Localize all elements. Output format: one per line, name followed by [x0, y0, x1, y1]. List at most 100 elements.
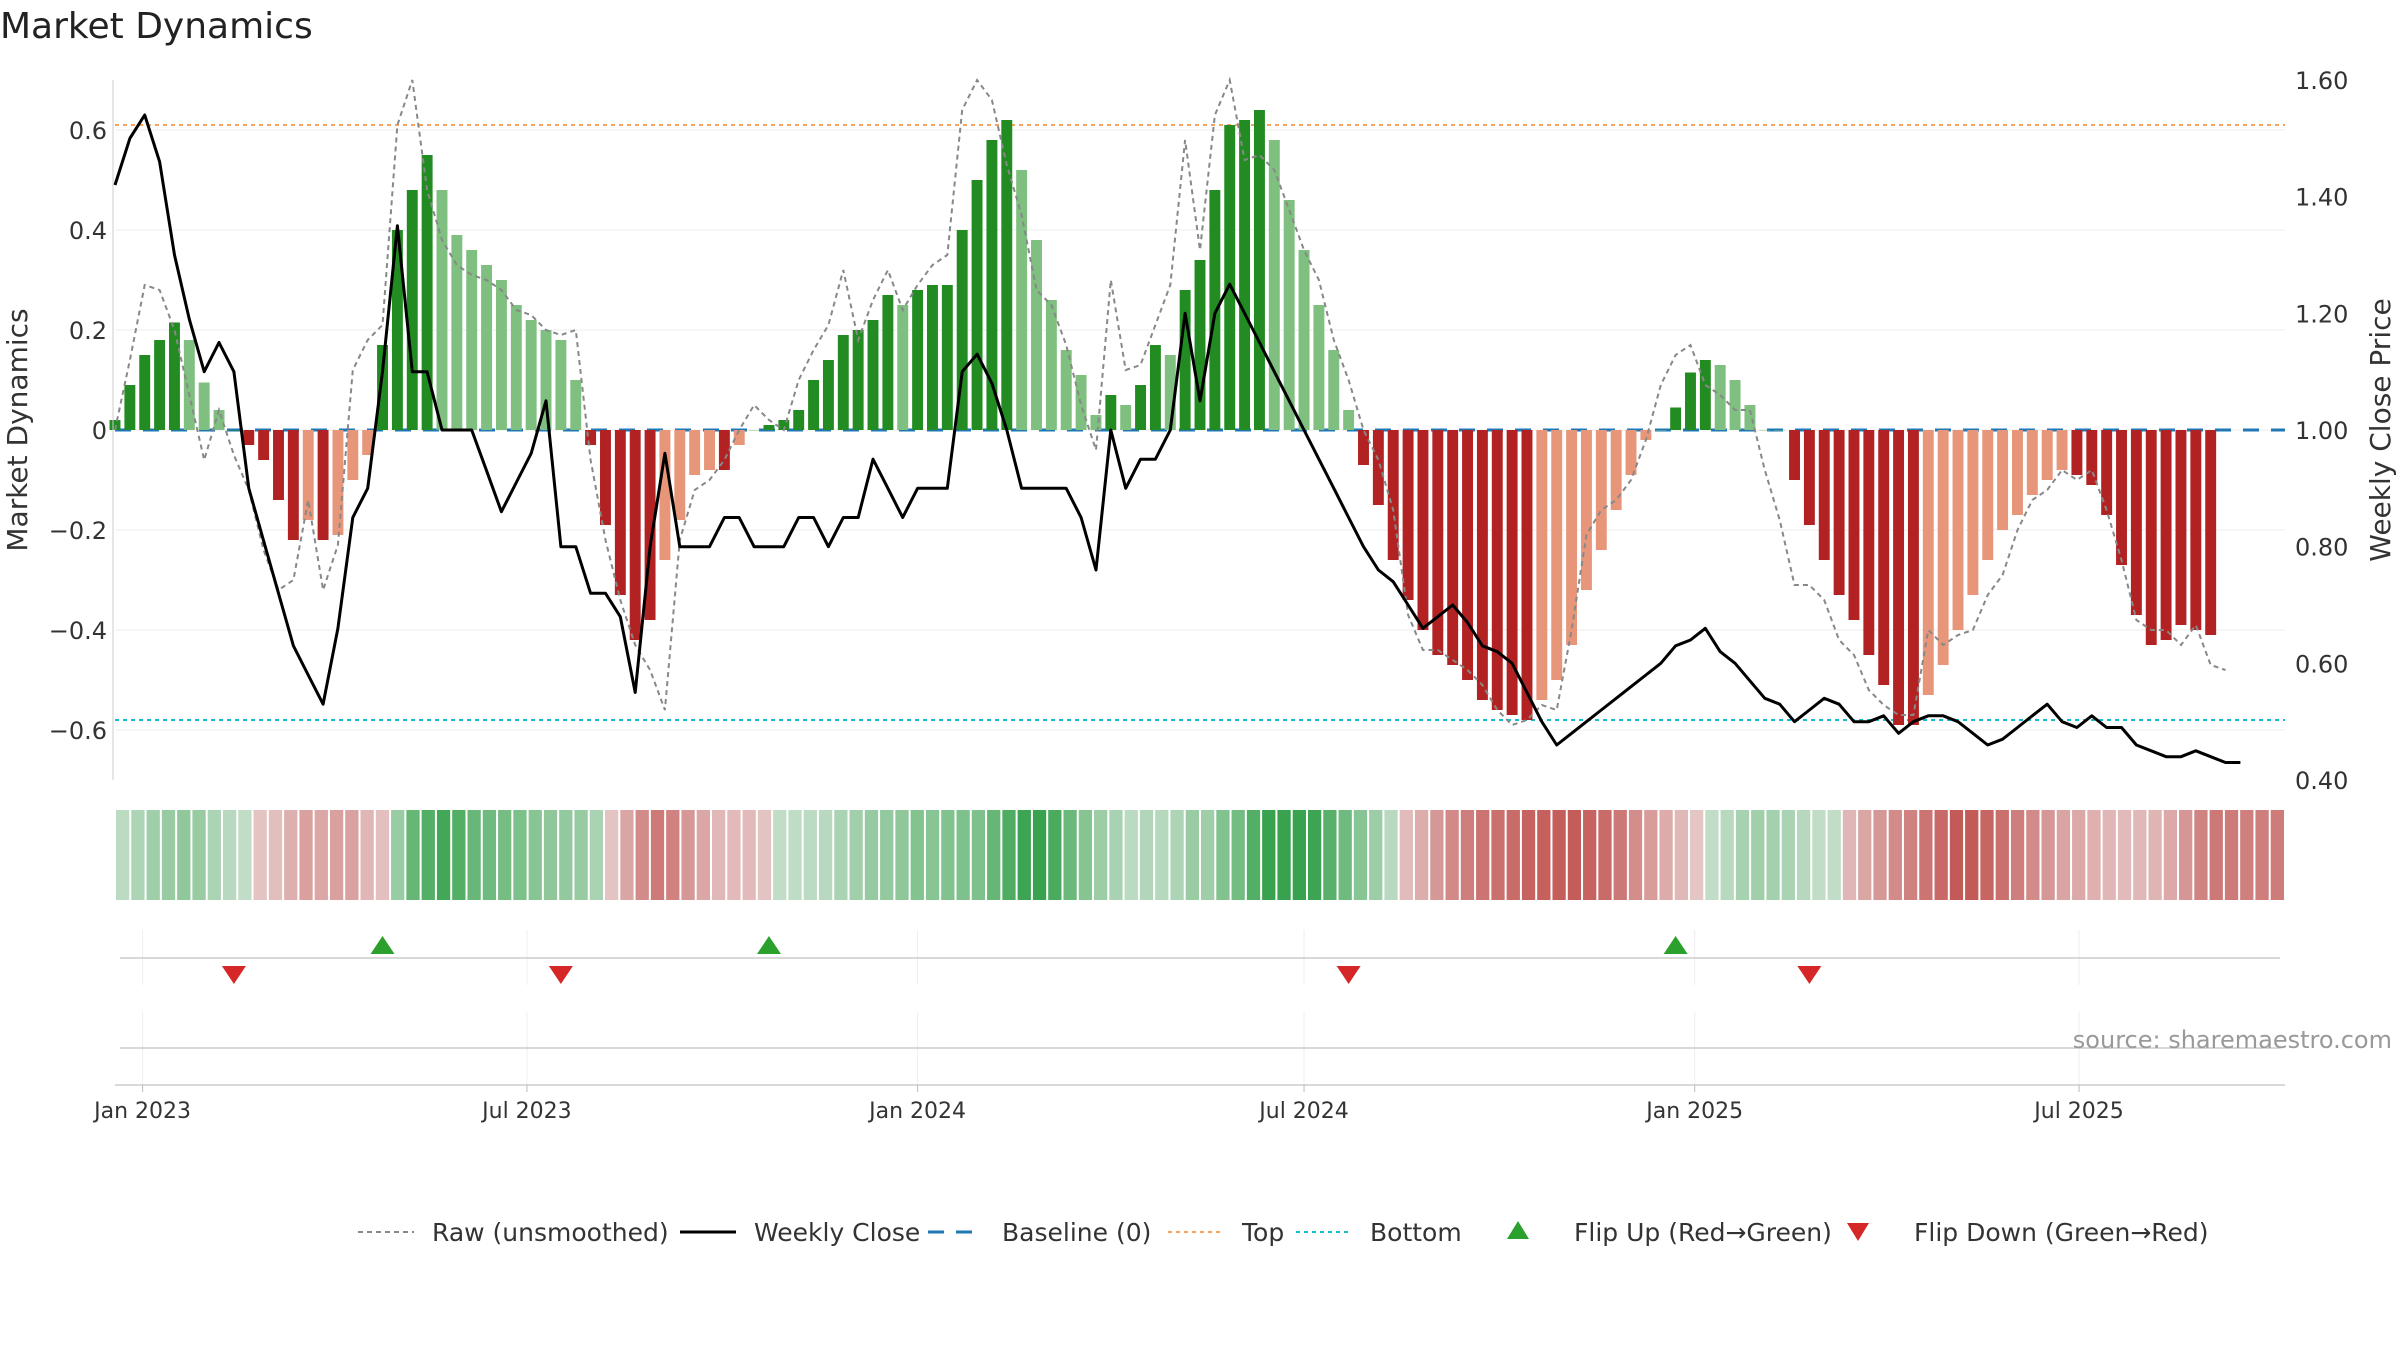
legend-item: Baseline (0)	[928, 1218, 1151, 1247]
strip-cell	[1216, 810, 1230, 900]
strip-cell	[1965, 810, 1979, 900]
bar	[1848, 430, 1860, 620]
bar	[1298, 250, 1310, 430]
bar	[1343, 410, 1355, 430]
bar	[1997, 430, 2009, 530]
weekly-close-line	[113, 113, 2241, 764]
strip-cell	[2133, 810, 2147, 900]
strip-cell	[1139, 810, 1154, 900]
strip-cell	[1430, 810, 1444, 900]
bar	[154, 340, 166, 430]
bar	[1759, 430, 1771, 431]
bar	[168, 322, 180, 430]
strip-cell	[1659, 810, 1673, 900]
strip-cell	[498, 810, 512, 900]
strip-cell	[467, 810, 481, 900]
strip-cell	[1307, 810, 1322, 900]
bar	[1194, 260, 1206, 430]
bar	[852, 330, 864, 430]
bar	[109, 420, 121, 430]
strip-cell	[864, 810, 879, 900]
bar	[1833, 430, 1845, 595]
strip-cell	[589, 810, 604, 900]
strip-cell	[1949, 810, 1964, 900]
strip-cell	[1919, 810, 1933, 900]
strip-cell	[2072, 810, 2086, 900]
bar	[674, 430, 686, 520]
right-tick-label: 0.80	[2295, 534, 2348, 562]
strip-cell	[1323, 810, 1337, 900]
strip-cell	[2224, 810, 2239, 900]
strip-cell	[2148, 810, 2162, 900]
bar	[867, 320, 879, 430]
strip-cell	[1231, 810, 1245, 900]
bar	[2041, 430, 2053, 480]
flip-down-marker	[221, 966, 246, 984]
bar	[1967, 430, 1979, 595]
bar	[1358, 430, 1369, 465]
right-tick-label: 1.40	[2295, 184, 2348, 212]
strip-cell	[2194, 810, 2208, 900]
strip-cell	[1002, 810, 1016, 900]
strip-cell	[391, 810, 405, 900]
strip-cell	[834, 810, 848, 900]
strip-cell	[1735, 810, 1750, 900]
legend-label: Flip Up (Red→Green)	[1574, 1218, 1832, 1247]
bar	[971, 180, 983, 430]
bar	[2012, 430, 2023, 515]
bar	[1164, 355, 1176, 430]
strip-cell	[1491, 810, 1505, 900]
strip-cell	[1124, 810, 1138, 900]
bar	[2116, 430, 2127, 565]
bar	[1907, 430, 1919, 725]
bar	[406, 190, 418, 430]
source-label: source: sharemaestro.com	[2073, 1026, 2392, 1054]
strip-cell	[2270, 810, 2284, 900]
strip-cell	[1537, 810, 1551, 900]
bar	[287, 430, 299, 540]
strip-cell	[1644, 810, 1658, 900]
x-tick-label: Jan 2024	[867, 1099, 966, 1124]
left-tick-label: 0.6	[69, 117, 107, 145]
strip-cell	[1277, 810, 1291, 900]
strip-cell	[1262, 810, 1276, 900]
bar	[1387, 430, 1399, 560]
strip-cell	[681, 810, 695, 900]
strip-cell	[1109, 810, 1123, 900]
bar	[1699, 360, 1711, 430]
strip-cell	[2163, 810, 2178, 900]
strip-cell	[1078, 810, 1093, 900]
flip-up-marker	[756, 936, 781, 954]
strip-cell	[1460, 810, 1475, 900]
flip-up-marker	[1663, 936, 1688, 954]
strip-cell	[421, 810, 435, 900]
strip-cell	[131, 810, 145, 900]
strip-cell	[895, 810, 909, 900]
raw-line	[114, 76, 2226, 727]
bar	[1447, 430, 1459, 665]
legend-label: Weekly Close	[754, 1218, 920, 1247]
bar	[1789, 430, 1800, 480]
strip-cell	[711, 810, 726, 900]
flip-up-marker	[370, 936, 395, 954]
strip-cell	[1521, 810, 1536, 900]
strip-cell	[1903, 810, 1918, 900]
strip-cell	[1628, 810, 1643, 900]
bar	[124, 385, 136, 430]
strip-cell	[650, 810, 665, 900]
bar	[377, 345, 388, 430]
strip-cell	[1827, 810, 1841, 900]
bar	[2101, 430, 2113, 515]
strip-cell	[2179, 810, 2193, 900]
strip-cell	[284, 810, 298, 900]
legend: Raw (unsmoothed) Weekly Close Baseline (0)…	[358, 1218, 2209, 1247]
bar	[600, 430, 611, 525]
legend-item: Top	[1168, 1218, 1284, 1247]
bar	[347, 430, 359, 480]
strip-cell	[1292, 810, 1306, 900]
right-tick-label: 1.00	[2295, 417, 2348, 445]
bar	[912, 290, 924, 430]
strip-cell	[635, 810, 649, 900]
flip-down-marker	[1797, 966, 1822, 984]
x-axis: Jan 2023 Jul 2023 Jan 2024 Jul 2024 Jan 2025…	[92, 1084, 2285, 1124]
